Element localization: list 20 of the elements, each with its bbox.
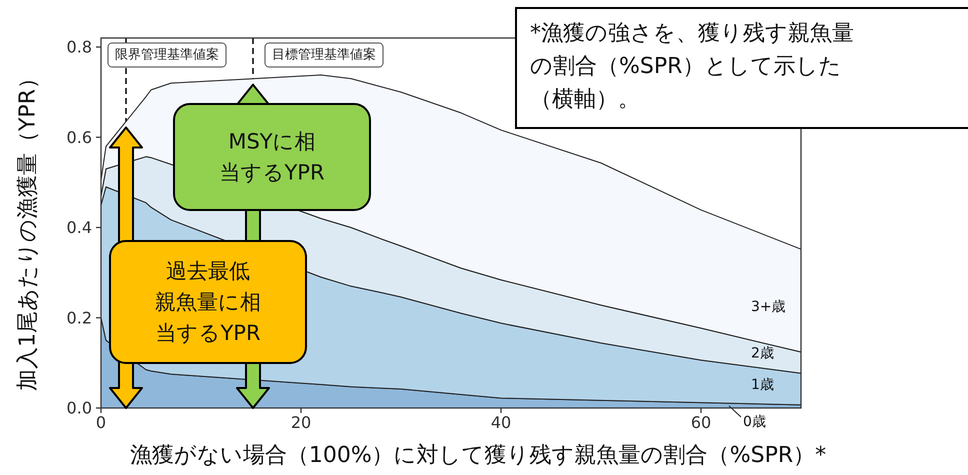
annotation: MSYに相当するYPR xyxy=(219,130,325,184)
y-tick-label: 0.2 xyxy=(66,308,92,328)
x-tick-label: 20 xyxy=(290,413,312,432)
x-tick-label: 0 xyxy=(96,413,106,432)
series-label: 3+歳 xyxy=(751,298,786,315)
series-label: 2歳 xyxy=(751,345,774,362)
annotation: 過去最低親魚量に相当するYPR xyxy=(155,259,261,345)
x-axis-title: 漁獲がない場合（100%）に対して獲り残す親魚量の割合（%SPR）* xyxy=(130,443,826,468)
legend-label: 0歳 xyxy=(743,414,766,430)
annotation: *漁獲の強さを、獲り残す親魚量の割合（%SPR）として示した（横軸）。 xyxy=(530,21,854,112)
ref-line-label: 目標管理基準値案 xyxy=(272,46,376,62)
x-tick-label: 60 xyxy=(690,413,712,432)
ref-line-label: 限界管理基準値案 xyxy=(115,46,219,62)
y-axis-title: 加入1尾あたりの漁獲量（YPR） xyxy=(16,67,40,391)
y-tick-label: 0.6 xyxy=(66,128,92,147)
y-tick-label: 0.4 xyxy=(66,218,92,238)
series-label: 1歳 xyxy=(751,377,774,394)
y-tick-label: 0.0 xyxy=(66,398,92,418)
y-tick-label: 0.8 xyxy=(66,38,92,57)
x-tick-label: 40 xyxy=(490,413,512,432)
